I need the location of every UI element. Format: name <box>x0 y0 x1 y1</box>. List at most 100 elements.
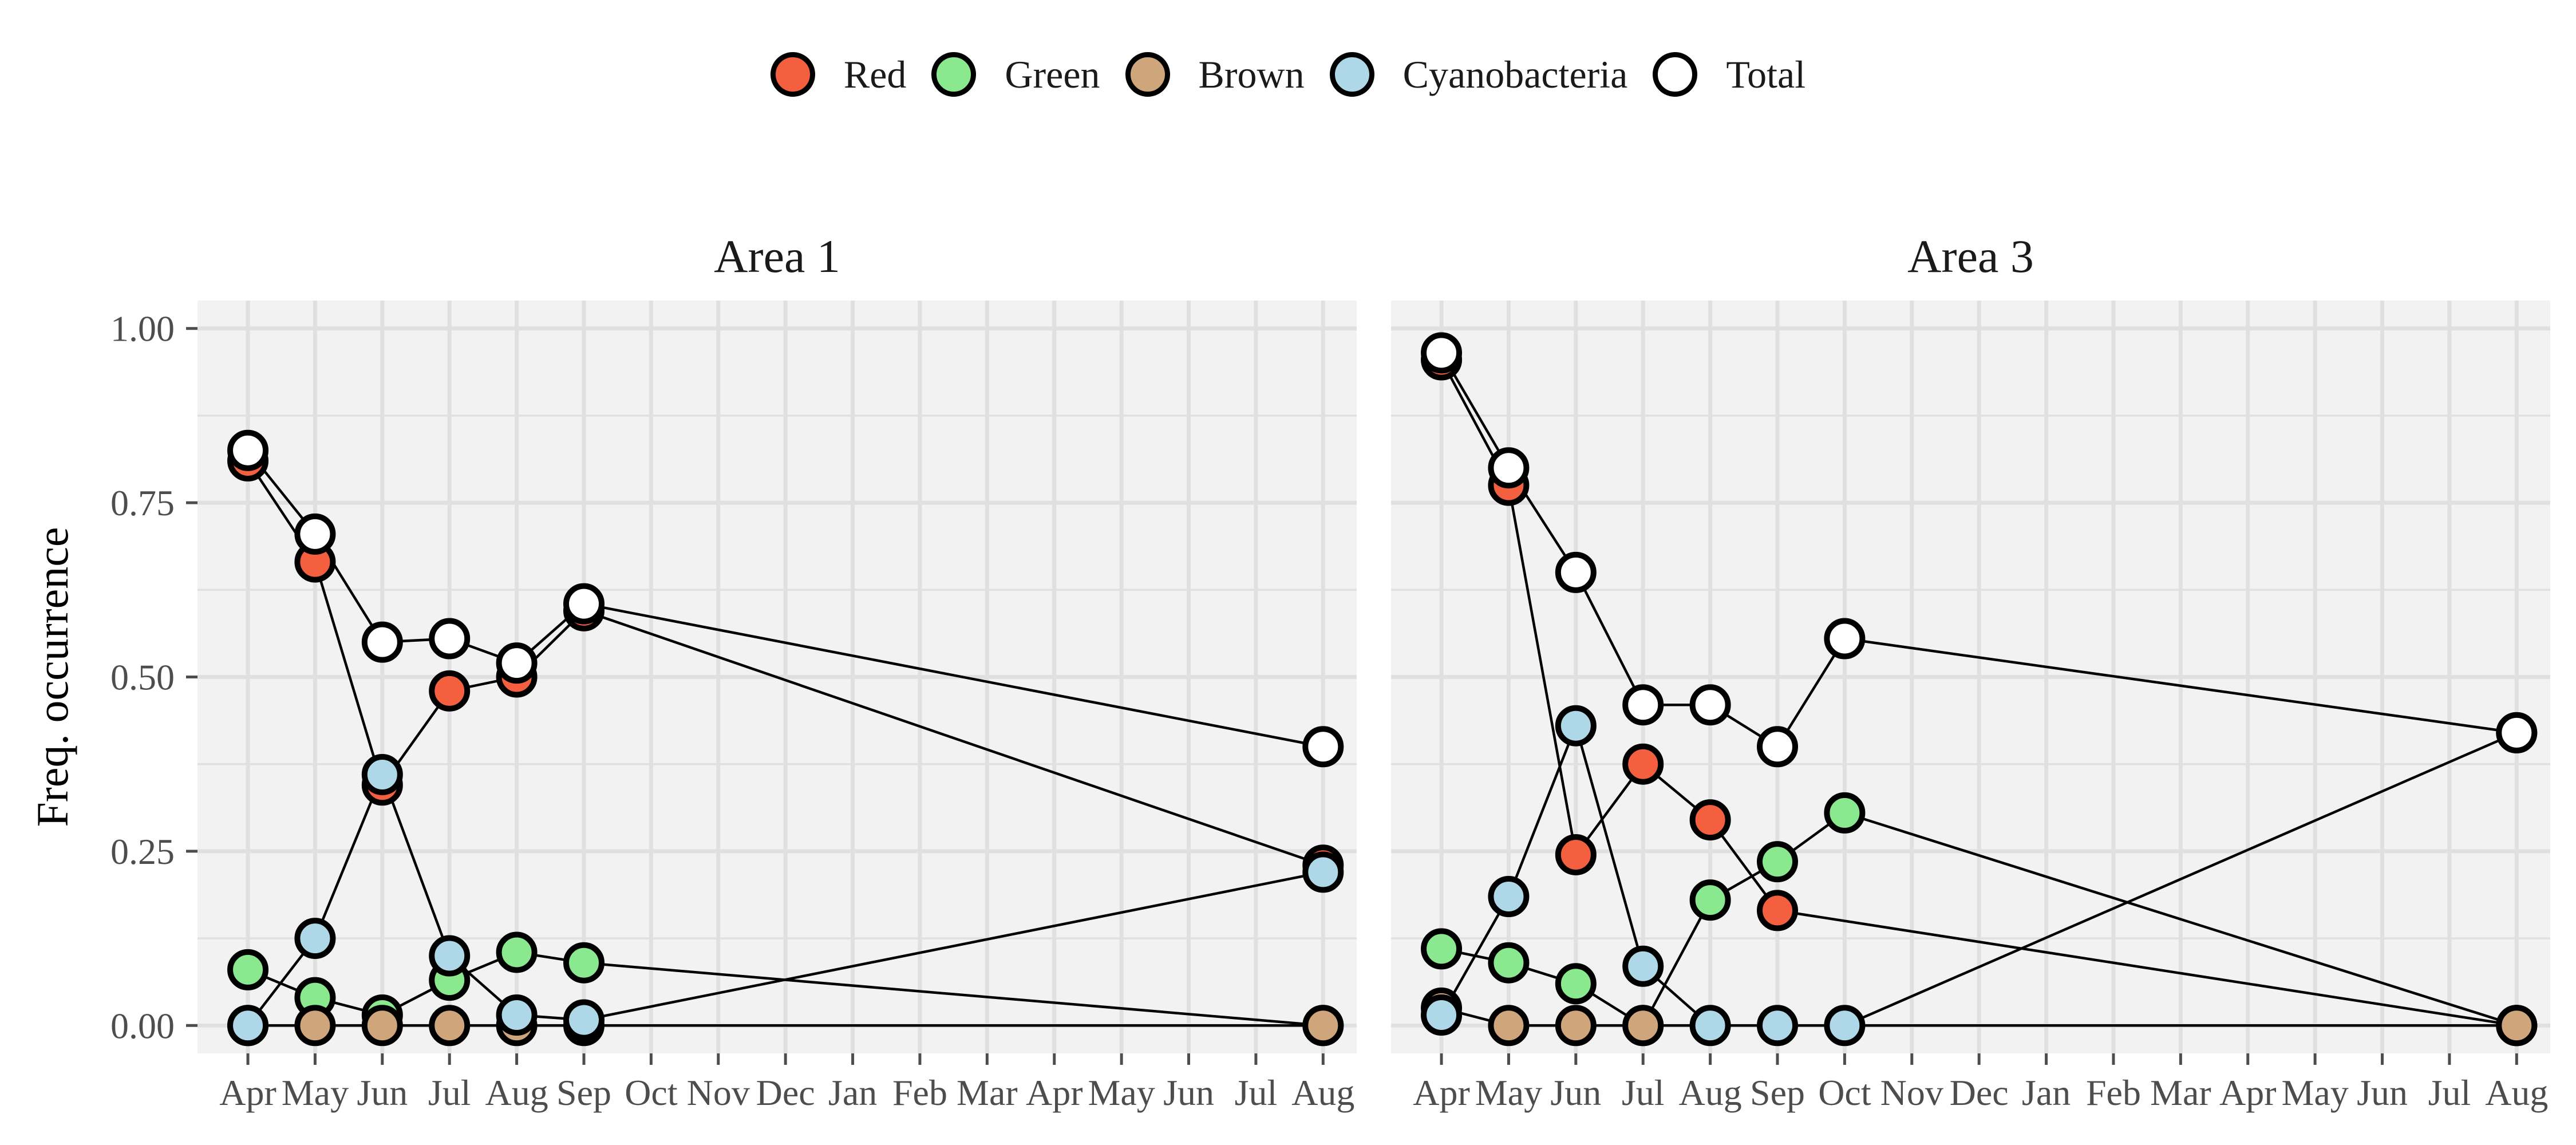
x-tick-label: Apr <box>2219 1072 2277 1113</box>
data-point-cyanobacteria <box>227 1005 269 1047</box>
data-point-total <box>1689 684 1731 726</box>
x-tick-label: Dec <box>1950 1072 2009 1113</box>
data-point-cyanobacteria <box>1757 1005 1798 1047</box>
x-tick-label: Apr <box>1413 1072 1470 1113</box>
panel-area-1: Area 1 Apr May Jun Jul Aug Sep Oct Nov Dec Jan Feb… <box>197 230 1357 1113</box>
x-tick-label: Dec <box>756 1072 815 1113</box>
data-point-cyanobacteria <box>429 935 471 977</box>
data-point-cyanobacteria <box>563 999 605 1041</box>
y-tick-label: 0.75 <box>110 483 175 523</box>
legend-key-cyanobacteria <box>1329 52 1374 97</box>
panel-area-3: Area 3 Apr May Jun Jul Aug Sep Oct Nov Dec Jan Feb… <box>1391 230 2550 1113</box>
y-tick-label: 0.50 <box>110 657 175 698</box>
x-tick-label: Jul <box>428 1072 471 1113</box>
data-point-green <box>1555 963 1597 1005</box>
series-points <box>227 429 1344 1047</box>
data-point-cyanobacteria <box>496 994 538 1036</box>
x-tick-label: Jan <box>2022 1072 2071 1113</box>
data-point-total <box>227 429 269 471</box>
data-point-cyanobacteria <box>1488 876 1530 918</box>
x-tick-label: Jun <box>2357 1072 2408 1113</box>
x-tick-label: Aug <box>1678 1072 1741 1113</box>
data-point-cyanobacteria <box>361 753 403 795</box>
y-axis-label: Freq. occurrence <box>27 527 77 827</box>
x-tick-label: Nov <box>1880 1072 1943 1113</box>
x-tick-label: Jul <box>1622 1072 1665 1113</box>
data-point-green <box>563 942 605 984</box>
legend-item-cyanobacteria: Cyanobacteria <box>1329 52 1628 97</box>
legend-label-red: Red <box>843 53 907 96</box>
data-point-green <box>1421 928 1463 970</box>
data-point-total <box>1622 684 1664 726</box>
data-point-green <box>1824 792 1866 834</box>
legend-label-cyanobacteria: Cyanobacteria <box>1402 53 1628 96</box>
legend-key-red <box>770 52 815 97</box>
x-axis-ticks: Apr May Jun Jul Aug Sep Oct Nov Dec Jan Feb Mar Apr M… <box>1413 1053 2548 1113</box>
data-point-cyanobacteria <box>1824 1005 1866 1047</box>
x-tick-label: Aug <box>2485 1072 2548 1113</box>
data-point-green <box>1757 841 1798 883</box>
data-point-total <box>2496 712 2538 753</box>
data-point-total <box>1421 332 1463 374</box>
x-tick-label: Jul <box>2428 1072 2471 1113</box>
x-tick-label: Aug <box>1291 1072 1354 1113</box>
legend-key-green <box>931 52 977 97</box>
data-point-total <box>1555 551 1597 593</box>
x-tick-label: Sep <box>1750 1072 1805 1113</box>
x-tick-label: Mar <box>957 1072 1018 1113</box>
x-tick-label: Jun <box>1550 1072 1601 1113</box>
data-point-red <box>429 670 471 712</box>
data-point-total <box>1757 726 1798 768</box>
legend-key-total <box>1653 52 1698 97</box>
data-point-total <box>1302 726 1344 768</box>
data-point-cyanobacteria <box>1555 705 1597 747</box>
data-point-brown <box>1302 1005 1344 1047</box>
data-point-red <box>1555 834 1597 875</box>
data-point-total <box>1488 447 1530 489</box>
data-point-green <box>227 949 269 990</box>
data-point-brown <box>429 1005 471 1047</box>
data-point-total <box>361 621 403 663</box>
data-point-brown <box>361 1005 403 1047</box>
legend-key-brown <box>1125 52 1170 97</box>
legend-item-red: Red <box>770 52 907 97</box>
data-point-cyanobacteria <box>1689 1005 1731 1047</box>
x-tick-label: Feb <box>2086 1072 2141 1113</box>
x-tick-label: Mar <box>2150 1072 2211 1113</box>
chart-legend: Red Green Brown Cyanobacteria Total <box>0 40 2576 109</box>
data-point-red <box>1757 890 1798 931</box>
y-tick-label: 0.25 <box>110 831 175 872</box>
data-point-total <box>563 583 605 625</box>
x-tick-label: Apr <box>219 1072 276 1113</box>
x-tick-label: Oct <box>1818 1072 1871 1113</box>
x-tick-label: May <box>2281 1072 2348 1113</box>
legend-item-total: Total <box>1653 52 1805 97</box>
x-tick-label: Feb <box>892 1072 947 1113</box>
data-point-red <box>1689 799 1731 841</box>
x-tick-label: Nov <box>687 1072 750 1113</box>
data-point-green <box>1689 879 1731 921</box>
x-tick-label: Jun <box>1163 1072 1214 1113</box>
data-point-brown <box>294 1005 336 1047</box>
x-tick-label: May <box>282 1072 349 1113</box>
y-tick-label: 1.00 <box>110 309 175 349</box>
x-tick-label: May <box>1475 1072 1542 1113</box>
data-point-total <box>1824 618 1866 660</box>
data-point-red <box>1622 743 1664 785</box>
x-tick-label: Jun <box>357 1072 408 1113</box>
series-points <box>1421 332 2538 1047</box>
panel-title: Area 3 <box>1907 230 2034 282</box>
y-axis: 0.00 0.25 0.50 0.75 1.00 <box>110 309 197 1046</box>
panel-title: Area 1 <box>714 230 840 282</box>
data-point-total <box>429 618 471 660</box>
legend-label-total: Total <box>1726 53 1806 96</box>
x-tick-label: Oct <box>625 1072 678 1113</box>
data-point-cyanobacteria <box>1622 945 1664 987</box>
data-point-brown <box>1488 1005 1530 1047</box>
y-tick-label: 0.00 <box>110 1005 175 1046</box>
x-tick-label: Sep <box>556 1072 611 1113</box>
x-tick-label: Jan <box>828 1072 877 1113</box>
x-tick-label: Aug <box>485 1072 548 1113</box>
data-point-cyanobacteria <box>294 918 336 960</box>
